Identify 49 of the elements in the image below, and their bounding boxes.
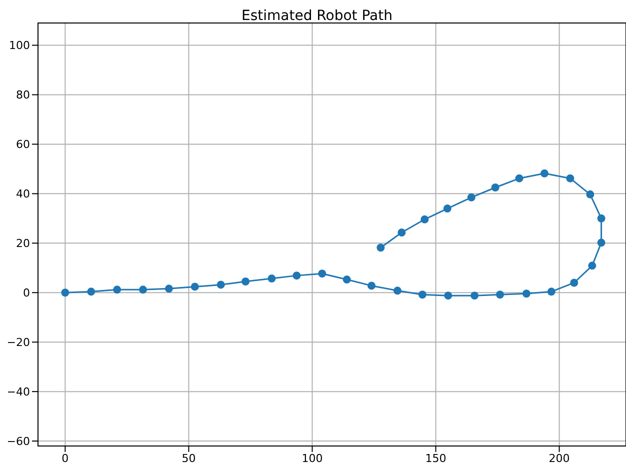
y-tick-label: 100 bbox=[9, 39, 30, 52]
x-tick-label: 100 bbox=[302, 452, 323, 465]
chart-title: Estimated Robot Path bbox=[240, 8, 394, 24]
y-tick-label: 80 bbox=[16, 88, 30, 102]
x-tick-label: 0 bbox=[62, 452, 69, 465]
point bbox=[515, 174, 524, 182]
y-tick-label: 20 bbox=[16, 237, 30, 250]
point bbox=[318, 270, 326, 278]
y-tick-label: 40 bbox=[16, 188, 30, 201]
point bbox=[420, 215, 429, 224]
x-tick-label: 150 bbox=[425, 452, 446, 465]
x-tick-label: 50 bbox=[182, 452, 196, 465]
y-tick-label: −20 bbox=[6, 336, 30, 350]
point bbox=[588, 262, 596, 270]
x-tick-label: 200 bbox=[548, 452, 570, 465]
point bbox=[467, 193, 476, 202]
point bbox=[522, 290, 530, 298]
point bbox=[470, 292, 479, 300]
point bbox=[368, 282, 376, 290]
point bbox=[342, 276, 351, 284]
point bbox=[496, 290, 504, 299]
point bbox=[216, 280, 225, 289]
point bbox=[113, 286, 122, 294]
point bbox=[292, 272, 301, 280]
point bbox=[376, 244, 385, 252]
point bbox=[398, 228, 406, 237]
y-tick-label: 0 bbox=[23, 286, 30, 300]
point bbox=[268, 274, 276, 283]
point bbox=[393, 286, 402, 295]
point bbox=[164, 284, 173, 293]
point bbox=[190, 282, 199, 291]
y-tick-label: −60 bbox=[6, 434, 30, 448]
point bbox=[418, 290, 426, 299]
point bbox=[61, 288, 70, 297]
point bbox=[566, 174, 574, 182]
point bbox=[242, 278, 250, 286]
point bbox=[597, 238, 606, 247]
point bbox=[491, 184, 500, 192]
point bbox=[586, 190, 594, 198]
point bbox=[443, 204, 452, 213]
point bbox=[540, 169, 548, 178]
point bbox=[444, 292, 452, 300]
y-tick-label: 60 bbox=[16, 138, 30, 152]
y-tick-label: −40 bbox=[6, 385, 30, 398]
point bbox=[597, 214, 606, 222]
point bbox=[139, 286, 147, 294]
point bbox=[570, 278, 578, 287]
point bbox=[87, 288, 96, 296]
point bbox=[547, 288, 556, 296]
